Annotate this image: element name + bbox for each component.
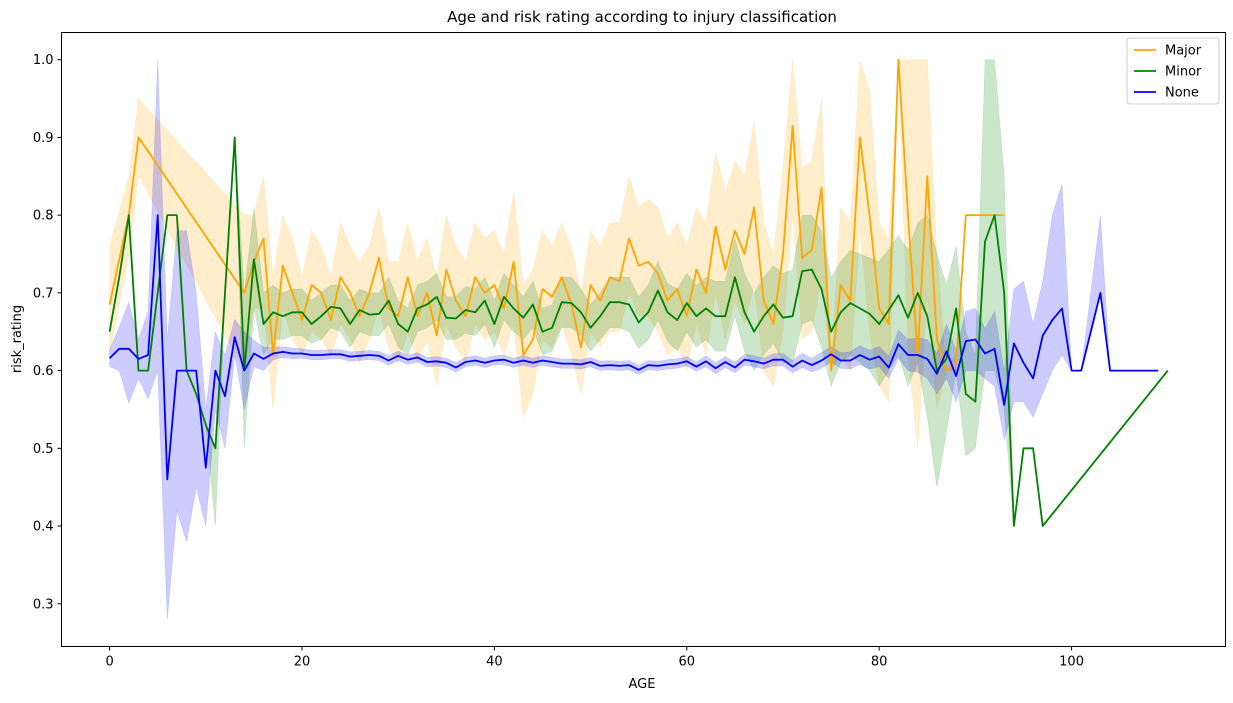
legend-label-major: Major	[1165, 44, 1202, 59]
y-axis-label: risk_rating	[10, 305, 25, 373]
series-line-major	[108, 58, 1005, 372]
x-tick-label: 100	[1059, 655, 1084, 670]
x-tick-label: 0	[105, 655, 113, 670]
x-tick-label: 20	[294, 655, 311, 670]
plot-frame	[61, 32, 1226, 647]
x-axis: 0 20 40 60 80 100	[105, 646, 1084, 670]
legend: Major Minor None	[1126, 37, 1220, 105]
x-tick-label: 80	[871, 655, 888, 670]
series-lines	[108, 58, 1169, 527]
y-axis: 0.3 0.4 0.5 0.6 0.7 0.8 0.9 1.0	[33, 53, 62, 612]
y-tick-label: 0.9	[33, 131, 54, 146]
y-tick-label: 0.3	[33, 597, 54, 612]
y-tick-label: 0.4	[33, 520, 54, 535]
y-tick-label: 0.8	[33, 209, 54, 224]
y-tick-label: 0.6	[33, 364, 54, 379]
legend-label-minor: Minor	[1165, 65, 1202, 80]
y-tick-label: 0.7	[33, 286, 54, 301]
x-tick-label: 40	[486, 655, 503, 670]
series-line-minor	[108, 136, 1169, 527]
confidence-bands	[109, 59, 1169, 620]
y-tick-label: 1.0	[33, 53, 54, 68]
x-axis-label: AGE	[629, 677, 656, 692]
legend-box	[1126, 37, 1220, 105]
x-tick-label: 60	[679, 655, 696, 670]
chart-title: Age and risk rating according to injury …	[447, 8, 837, 26]
legend-label-none: None	[1165, 86, 1199, 101]
series-line-none	[108, 214, 1159, 481]
y-tick-label: 0.5	[33, 442, 54, 457]
